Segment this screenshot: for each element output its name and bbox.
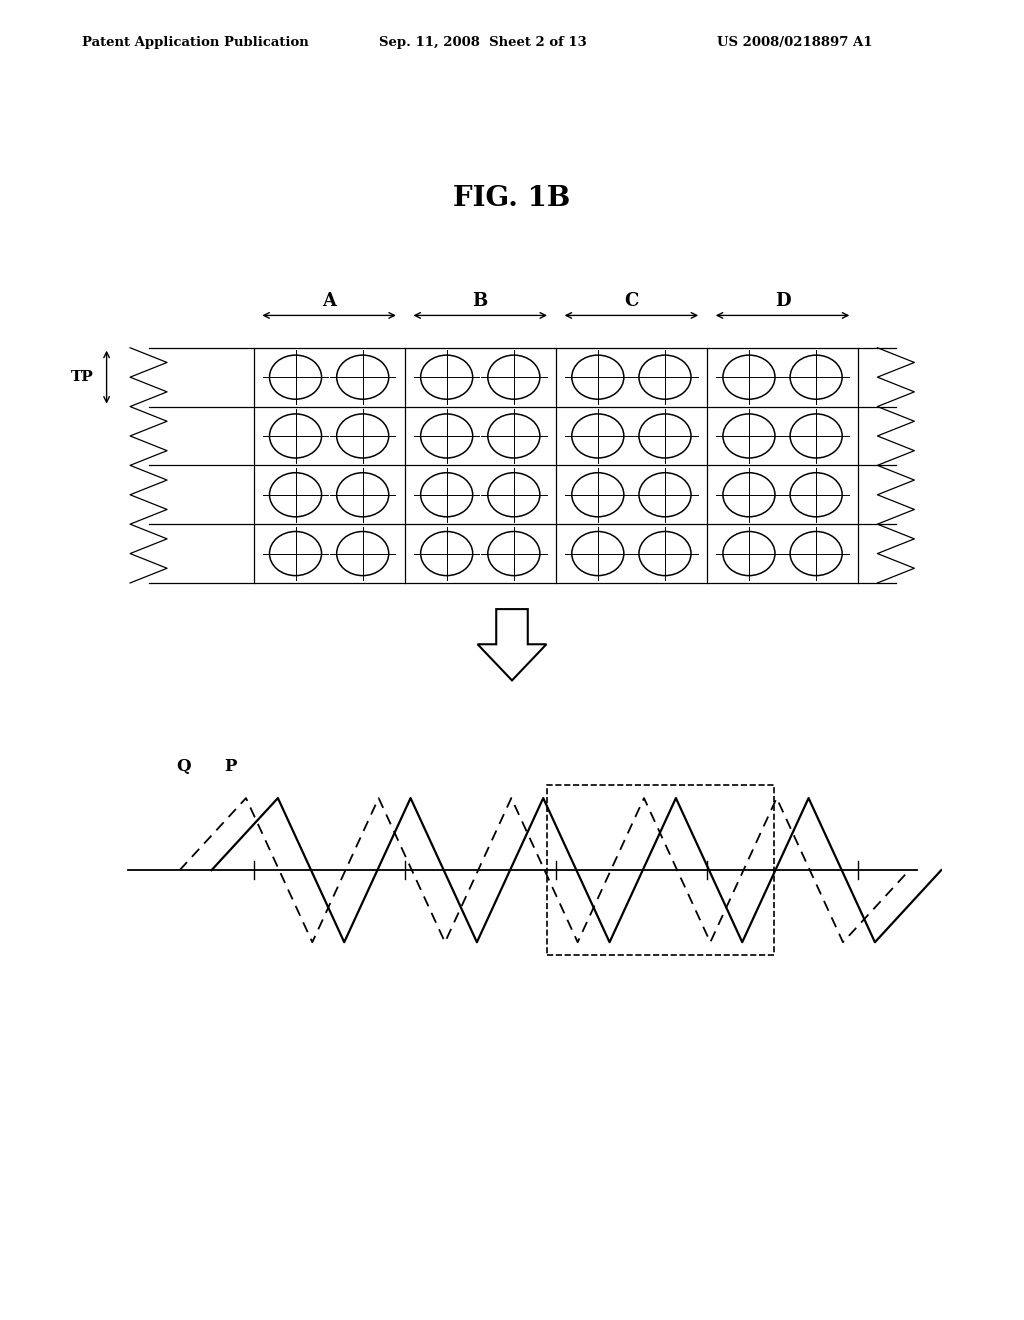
Text: A: A	[323, 292, 336, 309]
Text: FIG. 1B: FIG. 1B	[454, 185, 570, 211]
Text: US 2008/0218897 A1: US 2008/0218897 A1	[717, 36, 872, 49]
Text: D: D	[775, 292, 791, 309]
Text: Sep. 11, 2008  Sheet 2 of 13: Sep. 11, 2008 Sheet 2 of 13	[379, 36, 587, 49]
Text: TP: TP	[72, 370, 94, 384]
Text: Patent Application Publication: Patent Application Publication	[82, 36, 308, 49]
FancyArrow shape	[477, 609, 547, 680]
Text: Q: Q	[176, 758, 191, 775]
Text: C: C	[625, 292, 639, 309]
Text: B: B	[473, 292, 487, 309]
Bar	[548, 785, 774, 956]
Text: P: P	[224, 758, 237, 775]
